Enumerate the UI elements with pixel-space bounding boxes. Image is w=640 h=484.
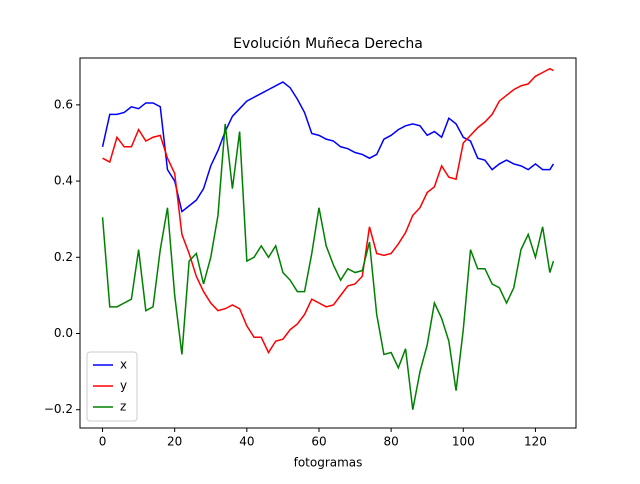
legend-label: y bbox=[120, 379, 127, 393]
legend-label: z bbox=[120, 400, 126, 414]
x-tick-label: 100 bbox=[452, 435, 475, 449]
y-tick-label: 0.0 bbox=[54, 326, 73, 340]
x-tick-label: 20 bbox=[167, 435, 182, 449]
x-tick-label: 80 bbox=[383, 435, 398, 449]
series-line bbox=[101, 123, 555, 410]
x-tick-label: 0 bbox=[99, 435, 107, 449]
y-tick-label: 0.2 bbox=[54, 250, 73, 264]
series-line bbox=[101, 81, 555, 213]
y-tick-label: 0.4 bbox=[54, 174, 73, 188]
x-axis-label: fotogramas bbox=[294, 456, 363, 470]
plot-frame bbox=[79, 57, 577, 429]
series-line bbox=[102, 67, 554, 355]
chart-title: Evolución Muñeca Derecha bbox=[233, 36, 423, 52]
y-tick-label: 0.6 bbox=[54, 97, 73, 111]
x-tick-label: 60 bbox=[311, 435, 326, 449]
x-tick-label: 120 bbox=[524, 435, 547, 449]
legend-label: x bbox=[120, 358, 127, 372]
x-tick-label: 40 bbox=[239, 435, 254, 449]
y-tick-label: −0.2 bbox=[44, 402, 73, 416]
